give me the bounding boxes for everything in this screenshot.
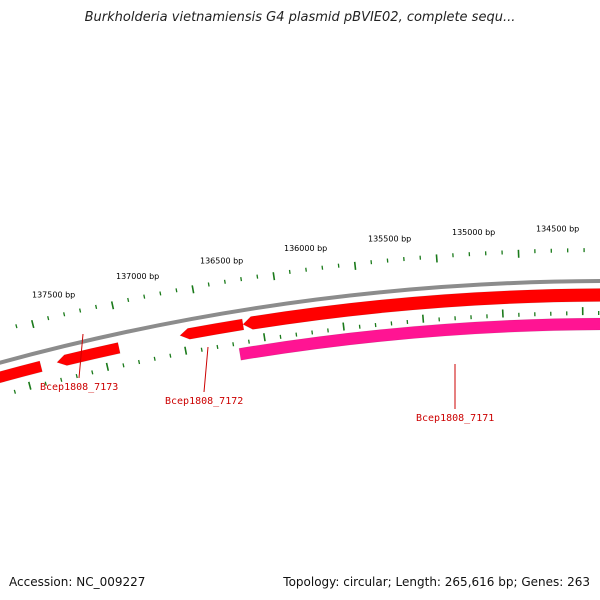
outer-minor-tick (240, 277, 243, 282)
inner-minor-tick (200, 347, 203, 352)
inner-minor-tick (279, 334, 282, 339)
inner-minor-tick (75, 373, 78, 379)
outer-minor-tick (256, 274, 259, 279)
outer-major-tick (435, 254, 438, 263)
scale-label-137000: 137000 bp (116, 272, 159, 281)
inner-minor-tick (247, 339, 250, 344)
accession-footer: Accession: NC_009227 (9, 575, 146, 589)
outer-minor-tick (288, 269, 291, 274)
inner-minor-tick (60, 377, 63, 382)
topology-footer: Topology: circular; Length: 265,616 bp; … (283, 575, 590, 589)
gene-arrow-partial[interactable] (0, 360, 43, 385)
gene-arrow-forward-long[interactable] (242, 288, 600, 330)
outer-minor-tick (175, 288, 178, 293)
outer-major-tick (353, 261, 357, 270)
outer-major-tick (110, 301, 115, 310)
inner-minor-tick (311, 330, 314, 335)
inner-major-tick (105, 362, 110, 371)
outer-major-tick (191, 285, 195, 294)
inner-major-tick (184, 346, 188, 355)
map-title: Burkholderia vietnamiensis G4 plasmid pB… (84, 10, 516, 25)
outer-minor-tick (305, 267, 307, 272)
outer-minor-tick (143, 294, 146, 299)
inner-minor-tick (44, 381, 47, 386)
outer-minor-tick (79, 308, 82, 313)
inner-major-tick (263, 333, 266, 342)
inner-minor-tick (169, 353, 172, 358)
scale-label-group: 137500 bp 137000 bp 136500 bp 136000 bp … (32, 225, 579, 300)
plasmid-backbone (0, 279, 600, 365)
outer-minor-tick (223, 279, 226, 284)
outer-minor-tick (95, 304, 98, 309)
outer-major-tick (30, 319, 35, 329)
outer-minor-tick (47, 316, 50, 321)
scale-label-137500: 137500 bp (32, 291, 75, 300)
inner-minor-tick (232, 342, 235, 347)
inner-major-tick (342, 322, 345, 331)
scale-label-136000: 136000 bp (284, 244, 327, 253)
scale-label-135500: 135500 bp (368, 234, 411, 243)
outer-minor-tick (127, 297, 130, 303)
scale-label-136500: 136500 bp (200, 256, 243, 265)
inner-tick-track (13, 307, 600, 394)
inner-major-tick (421, 314, 425, 323)
inner-minor-tick (122, 363, 125, 368)
gene-leader-line-7173 (78, 333, 84, 379)
inner-minor-tick (153, 356, 156, 361)
outer-minor-tick (207, 282, 210, 287)
inner-minor-tick (216, 344, 219, 350)
inner-major-tick (28, 381, 32, 390)
outer-minor-tick (159, 291, 162, 296)
scale-label-135000: 135000 bp (452, 228, 495, 237)
gene-label-bcep1808-7172[interactable]: Bcep1808_7172 (165, 396, 243, 407)
gene-arrow-bcep1808-7172[interactable] (179, 318, 245, 340)
outer-major-tick (272, 272, 276, 281)
scale-label-134500: 134500 bp (536, 225, 579, 234)
gene-label-group: Bcep1808_7173 Bcep1808_7172 Bcep1808_717… (40, 333, 494, 424)
gene-arrow-bcep1808-7173[interactable] (56, 342, 121, 366)
inner-minor-tick (13, 389, 17, 394)
gene-track (0, 288, 600, 385)
gene-label-bcep1808-7171[interactable]: Bcep1808_7171 (416, 413, 494, 424)
outer-tick-track (15, 248, 585, 329)
gene-leader-line-7172 (203, 346, 209, 393)
gene-arrow-bcep1808-7171[interactable] (238, 317, 600, 361)
outer-minor-tick (15, 324, 18, 329)
inner-minor-tick (295, 332, 298, 337)
inner-minor-tick (91, 370, 94, 375)
gene-label-bcep1808-7173[interactable]: Bcep1808_7173 (40, 382, 118, 393)
inner-minor-tick (138, 359, 141, 365)
outer-minor-tick (63, 312, 66, 317)
